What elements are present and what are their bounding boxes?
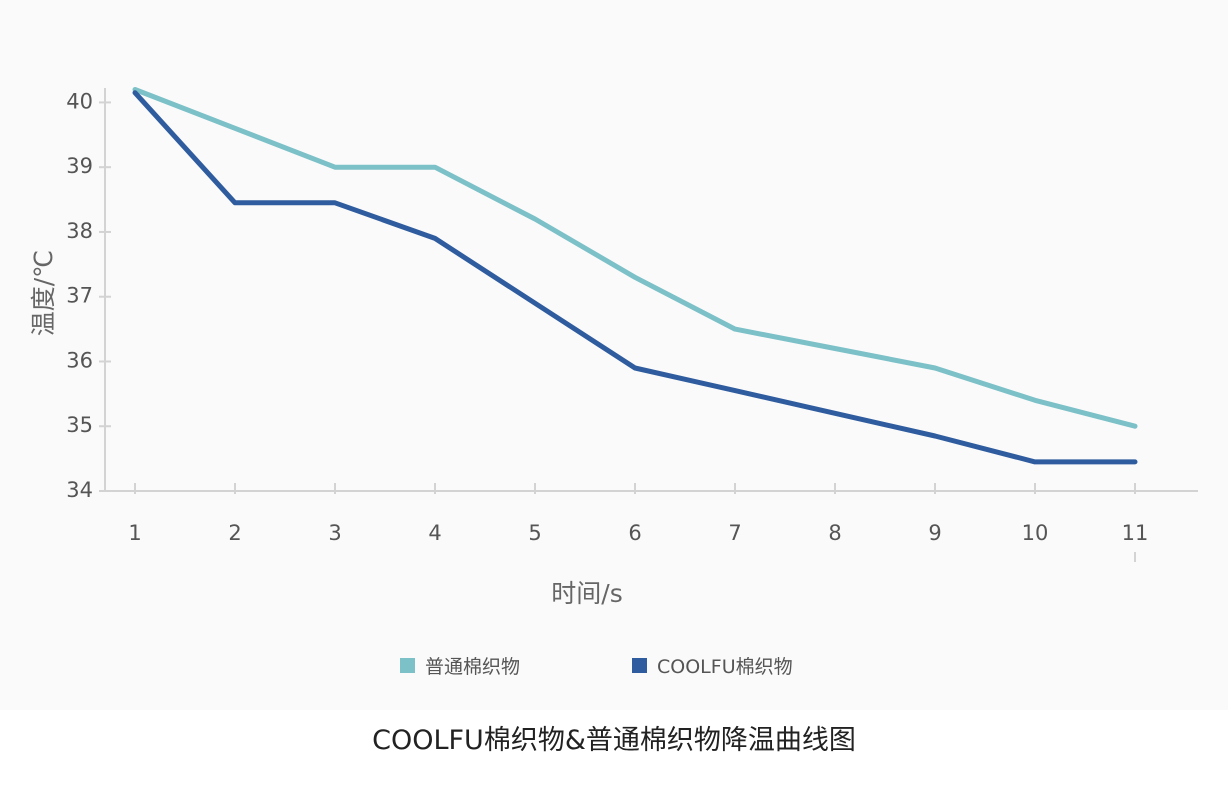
series-line-coolfu-cotton [132, 90, 1138, 465]
y-tick-label: 39 [66, 154, 93, 178]
x-tick-label: 4 [428, 521, 441, 545]
x-tick-label: 11 [1122, 521, 1149, 545]
y-tick-label: 35 [66, 413, 93, 437]
series-lines [132, 87, 1138, 465]
chart-panel: 34 35 36 37 38 39 40 1 2 3 4 5 6 7 8 9 10 11 温度/℃ 时间/s 普通… [29, 87, 1198, 678]
y-tick-label: 34 [66, 478, 93, 502]
legend-swatch-coolfu-cotton [632, 658, 647, 673]
legend-swatch-regular-cotton [400, 658, 415, 673]
x-tick-label: 2 [228, 521, 241, 545]
x-tick-label: 6 [628, 521, 641, 545]
legend-label-regular-cotton: 普通棉织物 [425, 656, 520, 678]
x-tick-label: 5 [528, 521, 541, 545]
x-tick-label: 7 [728, 521, 741, 545]
x-tick-label: 3 [328, 521, 341, 545]
y-tick-label: 38 [66, 219, 93, 243]
x-axis-title: 时间/s [551, 579, 622, 608]
legend-label-coolfu-cotton: COOLFU棉织物 [657, 656, 793, 678]
x-tick-label: 9 [928, 521, 941, 545]
y-tick-label: 37 [66, 284, 93, 308]
y-tick-label: 40 [66, 89, 93, 113]
x-tick-label: 8 [828, 521, 841, 545]
y-axis-title: 温度/℃ [29, 250, 58, 337]
chart-caption: COOLFU棉织物&普通棉织物降温曲线图 [372, 725, 856, 756]
legend: 普通棉织物 COOLFU棉织物 [400, 656, 793, 678]
y-tick-label: 36 [66, 348, 93, 372]
x-tick-label: 1 [128, 521, 141, 545]
series-line-regular-cotton [132, 87, 1138, 429]
x-tick-label: 10 [1022, 521, 1049, 545]
